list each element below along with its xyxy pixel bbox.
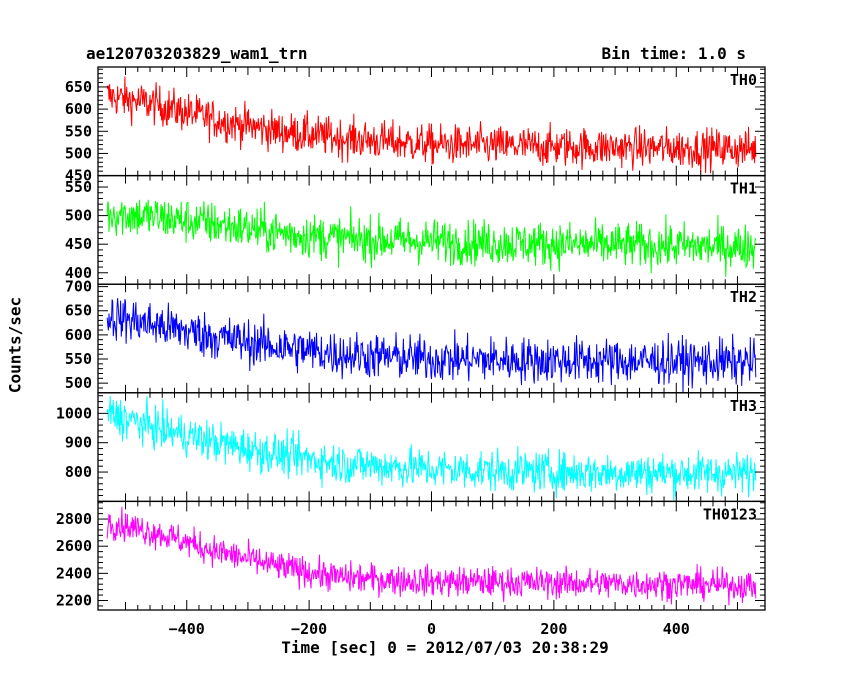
y-tick-label: 500 — [65, 207, 92, 225]
series-line-th2 — [106, 298, 757, 393]
y-tick-label: 2600 — [56, 537, 92, 555]
y-axis-label: Counts/sec — [5, 296, 25, 394]
y-tick-label: 2200 — [56, 591, 92, 609]
series-line-th0123 — [106, 506, 757, 606]
x-tick-label: −400 — [169, 620, 205, 638]
series-line-th1 — [106, 199, 757, 277]
chart-title: ae120703203829_wam1_trn — [86, 44, 308, 63]
y-tick-label: 500 — [65, 374, 92, 392]
x-axis-label: Time [sec] 0 = 2012/07/03 20:38:29 — [281, 638, 609, 657]
panel-label-th2: TH2 — [730, 288, 757, 306]
y-tick-label: 1000 — [56, 404, 92, 422]
panel-label-th0123: TH0123 — [703, 505, 757, 523]
y-tick-label: 600 — [65, 100, 92, 118]
y-tick-label: 550 — [65, 350, 92, 368]
series-line-th3 — [106, 395, 757, 502]
y-tick-label: 450 — [65, 235, 92, 253]
panel-label-th3: TH3 — [730, 397, 757, 415]
series-line-th0 — [106, 76, 757, 174]
y-tick-label: 550 — [65, 122, 92, 140]
x-tick-label: 0 — [427, 620, 436, 638]
x-tick-label: −200 — [291, 620, 327, 638]
y-tick-label: 400 — [65, 264, 92, 282]
panel-label-th0: TH0 — [730, 71, 757, 89]
y-tick-label: 2400 — [56, 564, 92, 582]
y-tick-label: 900 — [65, 434, 92, 452]
panel-frame — [97, 392, 766, 503]
y-tick-label: 550 — [65, 178, 92, 196]
y-tick-label: 650 — [65, 78, 92, 96]
y-tick-label: 800 — [65, 463, 92, 481]
y-tick-label: 500 — [65, 144, 92, 162]
y-tick-label: 650 — [65, 302, 92, 320]
panel-frame — [97, 500, 766, 611]
panel-label-th1: TH1 — [730, 180, 757, 198]
panel-frame — [97, 66, 766, 177]
x-tick-label: 400 — [663, 620, 690, 638]
y-tick-label: 450 — [65, 167, 92, 185]
y-tick-label: 600 — [65, 326, 92, 344]
y-tick-label: 700 — [65, 278, 92, 296]
y-tick-label: 2800 — [56, 510, 92, 528]
x-tick-label: 200 — [540, 620, 567, 638]
bin-time-label: Bin time: 1.0 s — [601, 44, 747, 63]
